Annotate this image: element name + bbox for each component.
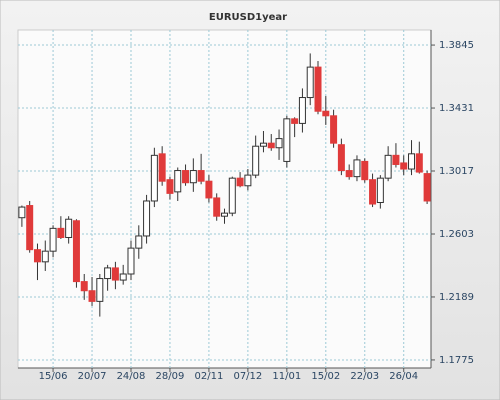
candle-body: [182, 170, 190, 184]
candle-body: [361, 160, 369, 181]
candle-body: [369, 179, 377, 205]
candle-body: [345, 170, 353, 178]
x-tick-label: 15/06: [39, 371, 68, 382]
x-tick-label: 26/04: [389, 371, 418, 382]
candle-body: [111, 267, 119, 281]
candle-body: [384, 154, 392, 179]
candle-body: [80, 281, 88, 292]
candle-body: [166, 179, 174, 194]
candle-body: [65, 218, 73, 238]
candle-body: [221, 212, 228, 217]
y-tick-label: 1.1775: [439, 355, 474, 366]
y-tick-label: 1.2189: [439, 292, 474, 303]
candle-body: [150, 154, 158, 202]
candle-body: [283, 118, 291, 162]
x-tick-label: 02/11: [195, 371, 224, 382]
candle-body: [205, 180, 213, 199]
candle-body: [298, 97, 306, 124]
x-tick-label: 07/12: [233, 371, 262, 382]
candle-body: [41, 250, 49, 263]
chart-title: EURUSD1year: [209, 12, 287, 23]
candle-body: [337, 144, 345, 172]
candle-body: [322, 110, 330, 117]
x-tick-label: 28/09: [156, 371, 185, 382]
candle-body: [236, 177, 244, 187]
candle-body: [96, 278, 104, 302]
candle-body: [104, 267, 112, 280]
candle-body: [353, 159, 361, 178]
candle-body: [49, 227, 57, 252]
candle-body: [33, 249, 41, 263]
candle-body: [213, 197, 221, 217]
candle-body: [252, 145, 260, 176]
candle-body: [259, 142, 267, 147]
candle-body: [158, 153, 166, 182]
candle-body: [135, 235, 143, 249]
candle-body: [392, 154, 400, 165]
candle-body: [291, 118, 299, 124]
candle-body: [376, 177, 384, 203]
candle-body: [267, 142, 275, 149]
y-tick-label: 1.3845: [439, 40, 474, 51]
candle-body: [57, 227, 65, 238]
candle-body: [119, 273, 127, 281]
candle-body: [26, 205, 34, 251]
plot-area: [17, 29, 432, 369]
candle-body: [244, 174, 252, 187]
x-tick-label: 11/01: [272, 371, 301, 382]
y-tick-label: 1.2603: [439, 229, 474, 240]
x-tick-label: 15/02: [311, 371, 340, 382]
candle-body: [143, 200, 151, 237]
candle-body: [228, 177, 236, 214]
candle-body: [408, 153, 416, 170]
candle-body: [189, 170, 197, 184]
x-tick-label: 20/07: [78, 371, 107, 382]
x-tick-label: 22/03: [350, 371, 379, 382]
candle-body: [306, 66, 314, 99]
candle-body: [330, 115, 338, 144]
candle-body: [72, 220, 80, 283]
y-tick-label: 1.3017: [439, 166, 474, 177]
candle-body: [275, 138, 283, 149]
candle-body: [415, 153, 423, 173]
y-tick-label: 1.3431: [439, 103, 474, 114]
candle-body: [88, 290, 96, 302]
candle-body: [127, 247, 135, 275]
candle-body: [314, 66, 322, 112]
candle-body: [174, 170, 182, 193]
candle-body: [423, 173, 431, 202]
candle-body: [18, 206, 26, 219]
candle-body: [197, 170, 205, 182]
x-tick-label: 24/08: [117, 371, 146, 382]
candle-body: [400, 162, 408, 170]
